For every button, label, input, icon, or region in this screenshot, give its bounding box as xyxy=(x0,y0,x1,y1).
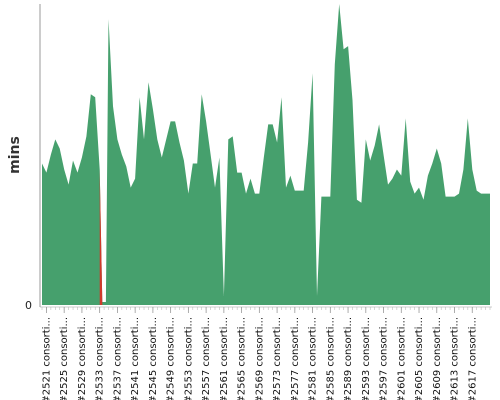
x-tick-label: #2569 consorti... xyxy=(254,317,265,400)
x-tick-label: #2541 consorti... xyxy=(130,317,141,400)
y-tick-label: 0 xyxy=(25,299,32,312)
x-tick-label: #2573 consorti... xyxy=(272,317,283,400)
x-tick-label: #2613 consorti... xyxy=(450,317,461,400)
x-tick-label: #2557 consorti... xyxy=(201,317,212,400)
x-tick-label: #2585 consorti... xyxy=(325,317,336,400)
x-tick-label: #2533 consorti... xyxy=(95,317,106,400)
x-tick-label: #2593 consorti... xyxy=(361,317,372,400)
x-tick-label: #2589 consorti... xyxy=(343,317,354,400)
x-tick-label: #2537 consorti... xyxy=(112,317,123,400)
x-tick-label: #2597 consorti... xyxy=(379,317,390,400)
plot-area xyxy=(42,4,490,305)
x-tick-label: #2525 consorti... xyxy=(59,317,70,400)
x-tick-label: #2561 consorti... xyxy=(219,317,230,400)
x-tick-label: #2565 consorti... xyxy=(237,317,248,400)
x-tick-label: #2529 consorti... xyxy=(77,317,88,400)
highlight-segment xyxy=(99,169,103,305)
series-area xyxy=(42,4,490,305)
x-tick-label: #2545 consorti... xyxy=(148,317,159,400)
x-tick-label: #2601 consorti... xyxy=(396,317,407,400)
x-tick-label: #2617 consorti... xyxy=(467,317,478,400)
x-tick-label: #2609 consorti... xyxy=(432,317,443,400)
y-axis: 0 mins xyxy=(7,4,41,312)
x-tick-label: #2581 consorti... xyxy=(308,317,319,400)
x-axis: #2521 consorti... #2525 consorti... #2529 … xyxy=(40,306,492,400)
x-tick-label: #2549 consorti... xyxy=(166,317,177,400)
x-tick-label: #2521 consorti... xyxy=(41,317,52,400)
y-axis-label: mins xyxy=(7,136,23,174)
x-tick-label: #2605 consorti... xyxy=(414,317,425,400)
x-tick-label: #2553 consorti... xyxy=(183,317,194,400)
x-tick-label: #2577 consorti... xyxy=(290,317,301,400)
